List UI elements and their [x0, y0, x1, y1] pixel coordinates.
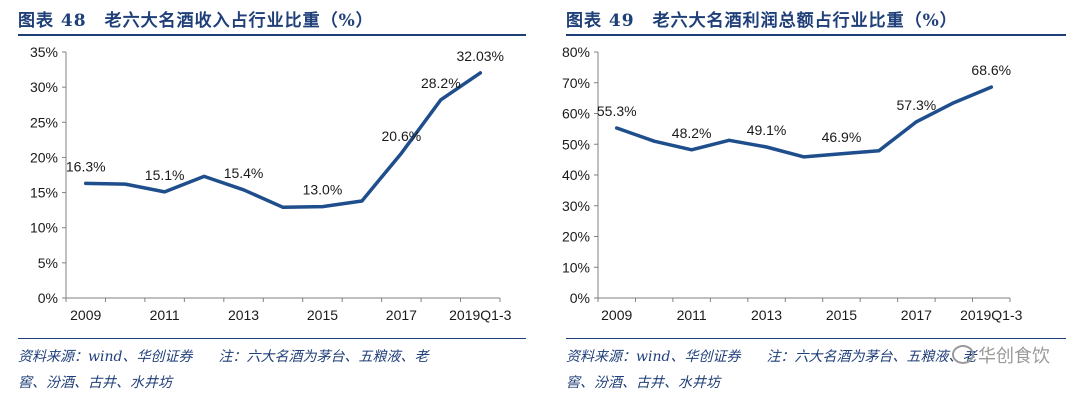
data-point: [952, 101, 956, 105]
footer-rule: [566, 338, 1066, 339]
chart-panel-revenue-share: 图表 48 老六大名酒收入占行业比重（%） 0% 5% 10% 15% 20% 25% 30…: [18, 11, 526, 396]
y-tick-label: 40%: [562, 167, 590, 183]
data-point: [615, 126, 619, 130]
y-tick-label: 10%: [562, 259, 590, 275]
data-label: 55.3%: [597, 103, 637, 119]
chart-footnote: 资料来源：wind、华创证券 注：六大名酒为茅台、五粮液、老 窖、汾酒、古井、水井…: [566, 344, 976, 396]
data-label: 15.4%: [224, 165, 264, 181]
data-label: 16.3%: [66, 158, 106, 174]
footnote-text-continued: 窖、汾酒、古井、水井坊: [18, 375, 172, 391]
y-tick-label: 30%: [30, 79, 58, 95]
data-label: 46.9%: [822, 129, 862, 145]
source-note: 资料来源：wind、华创证券: [18, 349, 193, 365]
watermark-text: 华创食饮: [978, 346, 1050, 367]
footer-rule: [18, 338, 526, 339]
y-tick-label: 30%: [562, 198, 590, 214]
title-rule: [18, 34, 526, 36]
y-tick-label: 15%: [30, 185, 58, 201]
y-tick-label: 70%: [562, 75, 590, 91]
x-tick-label: 2013: [751, 307, 782, 323]
data-point: [478, 71, 482, 75]
data-point: [281, 205, 285, 209]
y-tick-label: 25%: [30, 114, 58, 130]
title-rule: [566, 34, 1066, 36]
chart-title: 图表 49 老六大名酒利润总额占行业比重（%）: [566, 11, 958, 31]
footnote-text-continued: 窖、汾酒、古井、水井坊: [566, 375, 720, 391]
data-point: [690, 148, 694, 152]
profit-share-line-chart: 0% 10% 20% 30% 40% 50% 60% 70% 80% 2009 2011 2013 20…: [562, 44, 1023, 323]
y-tick-label: 35%: [30, 44, 58, 60]
data-label: 68.6%: [971, 62, 1011, 78]
x-tick-label: 2013: [228, 307, 259, 323]
x-tick-label: 2017: [901, 307, 932, 323]
data-label: 57.3%: [897, 97, 937, 113]
data-label: 49.1%: [747, 122, 787, 138]
x-tick-label: 2011: [150, 307, 180, 323]
y-tick-label: 20%: [30, 149, 58, 165]
data-point: [765, 145, 769, 149]
data-point: [839, 152, 843, 156]
footnote-text: 注：六大名酒为茅台、五粮液、老: [218, 349, 429, 365]
data-point: [802, 155, 806, 159]
data-label: 20.6%: [382, 128, 422, 144]
chart-title: 图表 48 老六大名酒收入占行业比重（%）: [18, 11, 374, 31]
data-point: [439, 98, 443, 102]
data-label: 13.0%: [303, 182, 343, 198]
x-tick-label: 2011: [677, 307, 707, 323]
x-tick-label: 2009: [601, 307, 632, 323]
data-point: [320, 205, 324, 209]
data-point: [877, 149, 881, 153]
data-point: [399, 151, 403, 155]
data-point: [84, 181, 88, 185]
footnote-text: 注：六大名酒为茅台、五粮液、老: [766, 349, 977, 365]
y-tick-label: 5%: [38, 255, 58, 271]
watermark: 华创食饮: [952, 342, 1050, 368]
x-tick-label: 2009: [70, 307, 101, 323]
data-point: [360, 199, 364, 203]
chart-footnote: 资料来源：wind、华创证券 注：六大名酒为茅台、五粮液、老 窖、汾酒、古井、水井…: [18, 344, 428, 396]
data-label: 15.1%: [145, 167, 185, 183]
data-point: [123, 182, 127, 186]
chart-panel-profit-share: 图表 49 老六大名酒利润总额占行业比重（%） 0% 10% 20% 30% 40% 50…: [548, 0, 1080, 404]
data-point: [652, 139, 656, 143]
x-tick-label: 2015: [307, 307, 338, 323]
y-tick-label: 20%: [562, 229, 590, 245]
data-point: [727, 138, 731, 142]
data-point: [163, 190, 167, 194]
revenue-share-line-chart: 0% 5% 10% 15% 20% 25% 30% 35% 2009 2011 2013 2015 20…: [30, 44, 512, 323]
data-point: [989, 85, 993, 89]
data-point: [242, 188, 246, 192]
data-label: 28.2%: [421, 75, 461, 91]
data-point: [914, 120, 918, 124]
data-point: [202, 174, 206, 178]
y-tick-label: 80%: [562, 44, 590, 60]
wechat-icon: [952, 345, 974, 364]
x-tick-label: 2015: [826, 307, 857, 323]
y-tick-label: 0%: [570, 290, 590, 306]
data-label: 48.2%: [672, 125, 712, 141]
y-tick-label: 60%: [562, 106, 590, 122]
y-tick-label: 50%: [562, 136, 590, 152]
x-tick-label: 2019Q1-3: [449, 307, 511, 323]
source-note: 资料来源：wind、华创证券: [566, 349, 741, 365]
data-label: 32.03%: [457, 48, 504, 64]
y-tick-label: 10%: [30, 220, 58, 236]
x-tick-label: 2017: [386, 307, 417, 323]
y-tick-label: 0%: [38, 290, 58, 306]
x-tick-label: 2019Q1-3: [960, 307, 1022, 323]
